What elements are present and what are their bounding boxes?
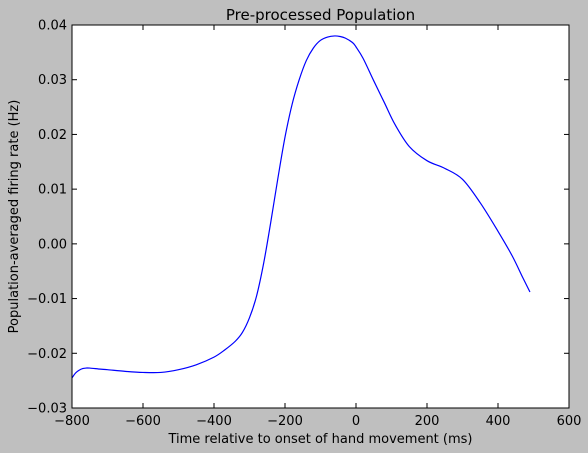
x-tick-label: 400 [486, 414, 511, 429]
series-layer [71, 35, 531, 379]
x-tick-label: −800 [54, 414, 90, 429]
y-tick-label: 0.03 [38, 73, 67, 88]
x-tick-label: −400 [196, 414, 232, 429]
plot-area [72, 25, 569, 408]
x-axis-label: Time relative to onset of hand movement … [167, 432, 472, 447]
x-tick-label: 600 [557, 414, 582, 429]
y-tick-label: −0.01 [27, 292, 67, 307]
chart-title: Pre-processed Population [226, 6, 415, 24]
x-tick-label: −200 [267, 414, 303, 429]
series-line-0 [71, 35, 531, 379]
x-tick-label: 0 [352, 414, 360, 429]
x-tick-label: −600 [125, 414, 161, 429]
tick-labels-layer: −800 −600 −400 −200 0 200 400 600 −0.03 −0.02 −0.0… [27, 19, 581, 430]
y-tick-label: −0.02 [27, 347, 67, 362]
y-tick-label: 0.02 [38, 128, 67, 143]
y-axis-label: Population-averaged firing rate (Hz) [7, 100, 22, 334]
y-tick-label: 0.00 [38, 237, 67, 252]
y-tick-label: −0.03 [27, 402, 67, 417]
plot-frame [71, 24, 570, 409]
y-tick-label: 0.04 [38, 19, 67, 34]
y-tick-label: 0.01 [38, 183, 67, 198]
x-tick-label: 200 [415, 414, 440, 429]
